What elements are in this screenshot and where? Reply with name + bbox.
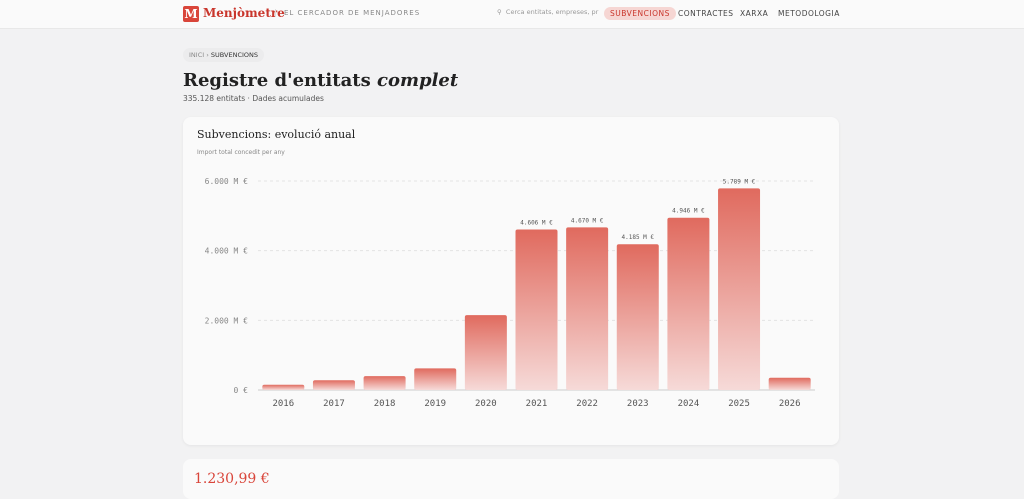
x-tick-label: 2022 — [576, 399, 598, 409]
breadcrumb-current: SUBVENCIONS — [210, 51, 259, 59]
nav-item[interactable]: METODOLOGIA — [778, 9, 840, 18]
chart-subtitle: Import total concedit per any — [197, 149, 285, 156]
brand[interactable]: Menjòmetre — [203, 6, 285, 20]
bar — [414, 368, 457, 390]
search-placeholder[interactable]: Cerca entitats, empreses, pr — [505, 8, 599, 16]
bar — [566, 227, 609, 390]
nav-item[interactable]: SUBVENCIONS — [604, 7, 676, 20]
x-tick-label: 2021 — [526, 399, 548, 409]
value-label: 5.789 M € — [723, 178, 756, 185]
bar — [718, 188, 761, 390]
x-tick-label: 2023 — [627, 399, 649, 409]
x-tick-label: 2017 — [323, 399, 345, 409]
search-box[interactable]: ⚲ Cerca entitats, empreses, pr — [497, 8, 599, 16]
value-label: 4.606 M € — [520, 220, 553, 227]
x-tick-label: 2018 — [374, 399, 396, 409]
bar — [667, 217, 710, 390]
x-tick-label: 2016 — [272, 399, 294, 409]
stat-card — [183, 459, 839, 499]
page: M Menjòmetre EL CERCADOR DE MENJADORES ⚲… — [0, 0, 1024, 487]
y-tick-label: 6.000 M € — [205, 177, 249, 186]
breadcrumb-link[interactable]: INICI — [189, 51, 205, 59]
bar — [464, 315, 507, 390]
bar — [616, 244, 659, 390]
breadcrumb: INICI › SUBVENCIONS — [183, 48, 265, 62]
bar — [363, 376, 406, 390]
x-tick-label: 2019 — [424, 399, 446, 409]
logo[interactable]: M — [183, 6, 199, 22]
value-label: 4.185 M € — [622, 234, 655, 241]
value-label: 4.946 M € — [672, 208, 705, 215]
value-label: 4.670 M € — [571, 217, 604, 224]
title-emphasis: complet — [376, 70, 459, 91]
nav-item[interactable]: CONTRACTES — [678, 9, 734, 18]
tagline: EL CERCADOR DE MENJADORES — [275, 9, 420, 17]
x-tick-label: 2026 — [779, 399, 801, 409]
page-subtitle: 335.128 entitats · Dades acumulades — [183, 94, 324, 103]
bar — [262, 384, 305, 390]
nav-item[interactable]: XARXA — [740, 9, 769, 18]
header: M Menjòmetre EL CERCADOR DE MENJADORES ⚲… — [0, 0, 1024, 29]
bar — [768, 377, 811, 390]
x-tick-label: 2025 — [728, 399, 750, 409]
chart-card: Subvencions: evolució anual Import total… — [183, 117, 839, 445]
bar — [515, 229, 558, 390]
chart: Subvencions: evolució anual Import total… — [197, 128, 815, 409]
y-tick-label: 4.000 M € — [205, 247, 249, 256]
x-tick-label: 2024 — [678, 399, 700, 409]
chart-title: Subvencions: evolució anual — [197, 128, 356, 141]
bar — [312, 380, 355, 390]
title-main: Registre d'entitats — [183, 70, 371, 91]
x-tick-label: 2020 — [475, 399, 497, 409]
page-title: Registre d'entitats complet — [183, 70, 458, 91]
y-tick-label: 2.000 M € — [205, 316, 249, 325]
y-tick-label: 0 € — [234, 386, 249, 395]
stat-value: 1.230,99 € — [194, 471, 270, 487]
